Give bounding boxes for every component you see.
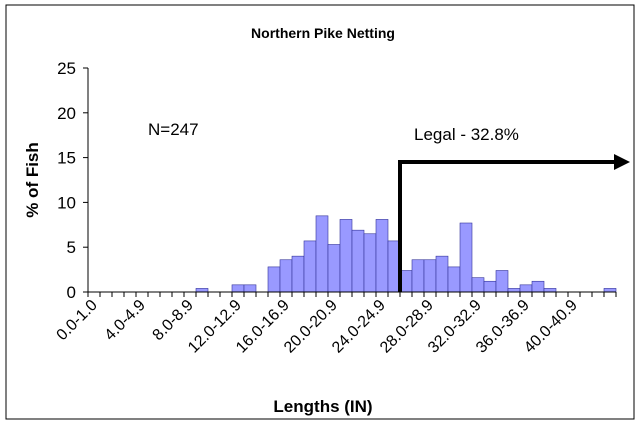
bar — [315, 215, 329, 293]
bar — [231, 284, 245, 293]
x-axis-label: Lengths (IN) — [273, 397, 372, 416]
bar — [471, 277, 485, 293]
bar — [543, 288, 557, 293]
bar — [435, 255, 449, 293]
arrow-head — [614, 154, 630, 170]
bar — [267, 266, 281, 293]
bar — [483, 280, 497, 293]
bar — [411, 259, 425, 293]
bar — [603, 288, 617, 293]
bar — [495, 270, 509, 293]
bar — [375, 219, 389, 293]
y-tick-label: 15 — [57, 149, 76, 168]
y-tick-label: 5 — [67, 238, 76, 257]
y-tick-label: 25 — [57, 59, 76, 78]
chart-title: Northern Pike Netting — [251, 25, 395, 41]
y-tick-label: 20 — [57, 104, 76, 123]
chart-border — [5, 4, 635, 420]
bar — [243, 284, 257, 293]
bar — [327, 244, 341, 293]
y-tick-label: 0 — [67, 283, 76, 302]
annotation: Legal - 32.8% — [414, 125, 519, 144]
bar — [195, 288, 209, 293]
bar — [459, 222, 473, 293]
bar — [363, 233, 377, 293]
bar — [531, 280, 545, 293]
bar — [279, 259, 293, 293]
annotation: N=247 — [148, 120, 199, 139]
bar — [519, 284, 533, 293]
y-axis-label: % of Fish — [23, 142, 42, 218]
y-tick-label: 10 — [57, 193, 76, 212]
bar — [291, 255, 305, 293]
bar — [447, 266, 461, 293]
bar — [507, 288, 521, 293]
bar — [351, 229, 365, 293]
bar — [303, 240, 317, 293]
legal-arrow — [398, 160, 618, 292]
bar — [423, 259, 437, 293]
bar — [339, 219, 353, 293]
